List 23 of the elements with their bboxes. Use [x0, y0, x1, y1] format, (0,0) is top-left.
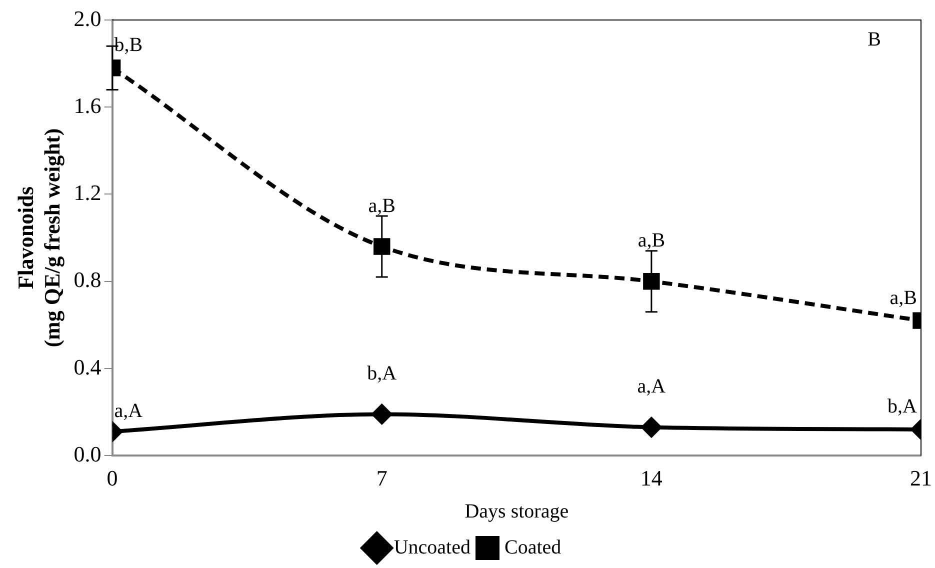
annotation: b,A: [888, 396, 918, 418]
annotation: b,B: [114, 34, 143, 56]
annotation: a,A: [637, 376, 666, 398]
x-tick-label: 14: [640, 466, 662, 491]
y-axis-title: Flavonoids (mg QE/g fresh weight): [12, 128, 64, 348]
y-tick-label: 1.2: [74, 180, 102, 206]
legend-label: Uncoated: [394, 536, 470, 558]
x-tick-label: 0: [106, 466, 118, 491]
x-tick-label: 7: [376, 466, 388, 491]
x-axis-title: Days storage: [464, 500, 569, 522]
x-tick-label: 21: [910, 466, 932, 491]
y-tick-label: 2.0: [74, 6, 102, 31]
annotation: a,B: [368, 194, 396, 217]
legend-label: Coated: [504, 536, 562, 558]
y-tick-label: 1.6: [74, 92, 102, 118]
y-tick-label: 0.0: [74, 441, 102, 466]
y-tick-label: 0.4: [74, 354, 102, 380]
annotation: a,B: [890, 286, 917, 309]
annotation: a,A: [114, 400, 144, 422]
y-tick-label: 0.8: [74, 267, 102, 292]
annotation: b,A: [367, 362, 398, 384]
annotation: B: [868, 28, 881, 50]
annotation: a,B: [638, 230, 666, 252]
